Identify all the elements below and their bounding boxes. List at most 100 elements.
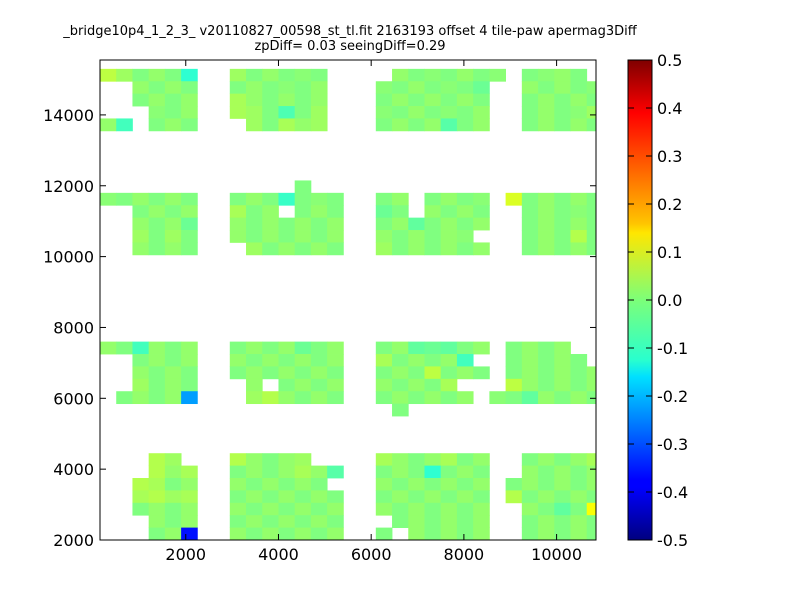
heatmap-cell [456,205,474,219]
heatmap-cell [278,68,296,82]
heatmap-cell [246,106,263,119]
heatmap-cell [164,192,182,206]
heatmap-cell [310,242,328,256]
heatmap-cell [148,217,166,231]
heatmap-cell [229,217,247,231]
heatmap-cell [262,341,279,355]
heatmap-cell [440,205,458,219]
heatmap-cell [148,68,166,82]
heatmap-cell [521,205,539,219]
heatmap-cell [392,192,409,206]
heatmap-cell [164,242,182,256]
heatmap-cell [327,366,344,380]
heatmap-cell [132,217,150,231]
heatmap-cell [164,118,182,132]
colorbar-tick-label: 0.5 [657,51,682,70]
heatmap-cell [164,81,182,95]
heatmap-cell [229,502,247,516]
heatmap-cell [489,68,506,82]
heatmap-cell [116,68,133,82]
heatmap-cell [181,527,198,541]
heatmap-cell [392,515,409,528]
heatmap-cell [262,81,279,95]
heatmap-cell [327,391,344,405]
heatmap-cell [310,378,328,392]
heatmap-cell [538,465,555,479]
heatmap-cell [375,478,393,491]
heatmap-cell [440,366,458,380]
heatmap-cell [164,217,182,231]
heatmap-cell [327,502,344,516]
heatmap-cell [375,93,393,107]
heatmap-cell [278,391,296,405]
heatmap-cell [294,478,312,491]
heatmap-cell [408,366,425,380]
heatmap-cell [375,366,393,380]
heatmap-cell [456,118,474,132]
heatmap-cell [278,192,296,206]
heatmap-cell [327,341,344,355]
heatmap-cell [538,93,555,107]
heatmap-cell [294,81,312,95]
heatmap-cell [473,341,490,355]
heatmap-cell [408,378,425,392]
heatmap-cell [473,81,490,95]
heatmap-cell [262,502,279,516]
heatmap-cell [164,502,182,516]
chart-title: _bridge10p4_1_2_3_ v20110827_00598_st_tl… [0,24,700,54]
heatmap-cell [181,242,198,256]
heatmap-cell [278,366,296,380]
heatmap-cell [375,205,393,219]
heatmap-cell [521,81,539,95]
heatmap-cell [392,217,409,231]
heatmap-cell [538,192,555,206]
heatmap-cell [473,366,490,380]
heatmap-cell [586,118,597,132]
heatmap-cell [554,93,571,107]
heatmap-cell [181,502,198,516]
heatmap-cell [262,391,279,405]
heatmap-cell [554,515,571,528]
heatmap-cell [473,217,490,231]
heatmap-cell [278,465,296,479]
heatmap-cell [538,118,555,132]
chart-title-line-2: zpDiff= 0.03 seeingDiff=0.29 [254,39,446,54]
heatmap-cell [164,378,182,392]
heatmap-cell [440,242,458,256]
heatmap-cell [538,527,555,541]
heatmap-cell [456,106,474,119]
heatmap-cell [554,242,571,256]
heatmap-cell [554,68,571,82]
heatmap-cell [132,490,150,504]
heatmap-cell [456,502,474,516]
heatmap-cell [570,366,588,380]
heatmap-cell [424,378,442,392]
heatmap-cell [375,118,393,132]
heatmap-cell [294,490,312,504]
heatmap-cell [505,354,523,367]
heatmap-cell [294,192,312,206]
heatmap-cell [538,217,555,231]
heatmap-cell [473,490,490,504]
heatmap-cell [116,341,133,355]
heatmap-cell [586,378,597,392]
heatmap-cell [148,81,166,95]
heatmap-cell [132,478,150,491]
heatmap-cell [375,391,393,405]
heatmap-cell [570,205,588,219]
heatmap-cell [327,242,344,256]
heatmap-cell [294,180,312,194]
heatmap-cell [148,242,166,256]
heatmap-cell [294,502,312,516]
heatmap-cell [473,106,490,119]
heatmap-cell [456,453,474,467]
heatmap-cell [408,68,425,82]
heatmap-cell [294,341,312,355]
heatmap-cell [521,465,539,479]
heatmap-cell [262,230,279,243]
heatmap-cell [440,478,458,491]
heatmap-cell [148,527,166,541]
heatmap-cell [505,490,523,504]
heatmap-cell [148,478,166,491]
heatmap-cell [392,366,409,380]
